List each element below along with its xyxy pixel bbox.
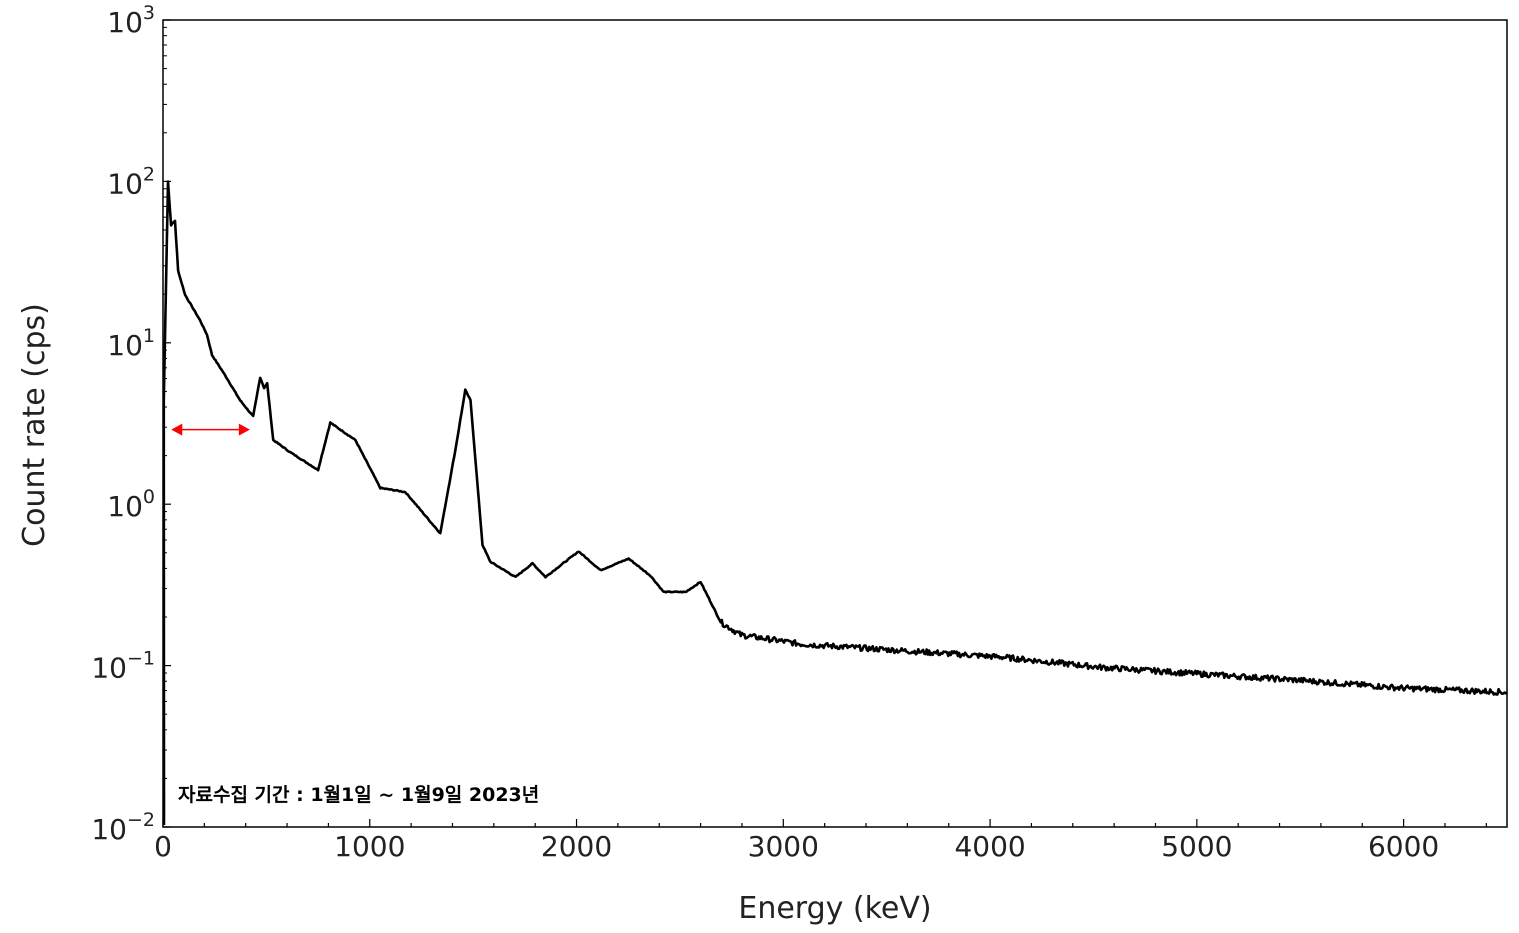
x-tick-label: 2000: [541, 830, 612, 863]
spectrum-line: [162, 180, 1508, 826]
y-tick-label: 103: [107, 2, 155, 39]
x-tick-label: 6000: [1368, 830, 1439, 863]
x-tick-labels: 0 1000 2000 3000 4000 5000 6000: [154, 830, 1439, 863]
y-axis-label: Count rate (cps): [17, 303, 52, 547]
collection-period-annotation: 자료수집 기간 : 1월1일 ~ 1월9일 2023년: [178, 784, 539, 806]
plot-frame: [162, 19, 1508, 828]
arrow-head-left-icon: [171, 423, 183, 436]
energy-range-double-arrow: [171, 423, 250, 436]
y-tick-label: 10−2: [91, 809, 155, 846]
x-tick-label: 5000: [1161, 830, 1232, 863]
x-tick-label: 4000: [954, 830, 1025, 863]
x-tick-label: 1000: [334, 830, 405, 863]
arrow-head-right-icon: [238, 423, 250, 436]
x-axis-label: Energy (keV): [738, 891, 931, 926]
x-tick-label: 3000: [748, 830, 819, 863]
y-tick-label: 10−1: [91, 648, 155, 685]
y-tick-label: 100: [107, 486, 155, 523]
x-tick-label: 0: [154, 830, 172, 863]
y-tick-label: 102: [107, 163, 155, 200]
axis-ticks: [162, 19, 1487, 828]
y-tick-label: 101: [107, 325, 155, 362]
y-tick-labels: 10−2 10−1 100 101 102 103: [91, 2, 155, 846]
